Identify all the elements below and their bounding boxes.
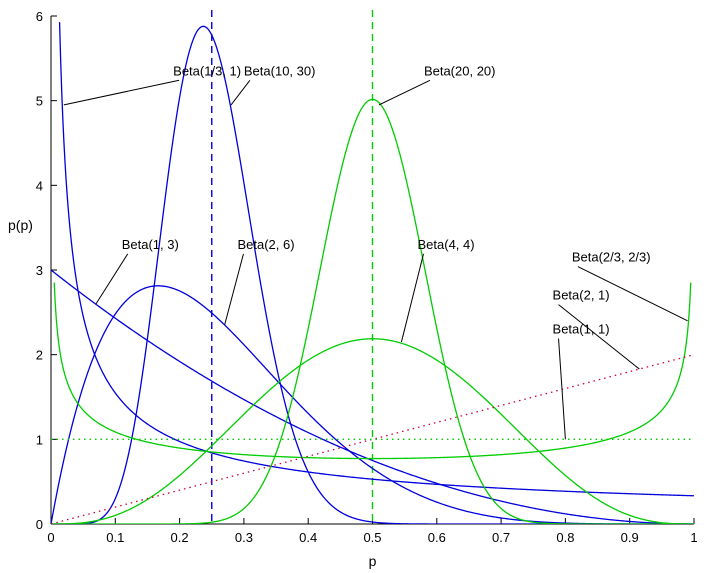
series-label-leader [63,79,180,106]
x-tick-label: 0.1 [106,530,124,545]
series-line [53,282,692,460]
x-tick-label: 0.9 [621,530,639,545]
series-line [51,98,694,524]
series-label: Beta(4, 4) [418,237,475,252]
series-label-leader [577,266,688,322]
plot-area: 0 0.1 0.2 0.3 0.4 0.5 0.6 0.7 0.8 0.9 1 0 1 2 3 4 5 6 Beta… [36,9,698,545]
series-line [51,269,694,524]
series-label: Beta(2, 6) [237,237,294,252]
x-tick-label: 0 [47,530,54,545]
series-label: Beta(10, 30) [244,63,316,78]
y-tick-label: 1 [36,432,43,447]
y-tick-label: 6 [36,9,43,24]
y-tick-label: 3 [36,263,43,278]
x-tick-label: 0.2 [171,530,189,545]
series-line [51,338,694,524]
series-label-leader [224,253,244,326]
x-tick-label: 0.7 [492,530,510,545]
series-label-leader [400,253,424,343]
series-line [58,22,694,497]
y-tick-label: 4 [36,178,43,193]
x-tick-label: 0.4 [299,530,317,545]
series-label: Beta(2/3, 2/3) [572,250,651,265]
y-tick-label: 0 [36,517,43,532]
series-line [51,354,694,524]
series-label: Beta(1, 3) [122,237,179,252]
series-label-leader [95,253,129,305]
x-tick-label: 0.8 [556,530,574,545]
series-label: Beta(2, 1) [553,288,610,303]
series-label: Beta(1, 1) [553,322,610,337]
series-label-leader [378,79,431,106]
series-label: Beta(20, 20) [424,63,496,78]
y-tick-label: 2 [36,348,43,363]
series-label-leader [558,304,640,370]
series-label: Beta(1/3, 1) [173,63,241,78]
x-tick-label: 1 [690,530,697,545]
x-tick-label: 0.6 [428,530,446,545]
y-axis-label: p(p) [8,217,33,233]
series-label-leader [230,79,251,106]
x-tick-label: 0.5 [363,530,381,545]
x-tick-label: 0.3 [235,530,253,545]
x-axis-label: p [369,553,377,569]
series-line [51,25,694,524]
y-tick-label: 5 [36,94,43,109]
series-label-leader [558,338,566,440]
